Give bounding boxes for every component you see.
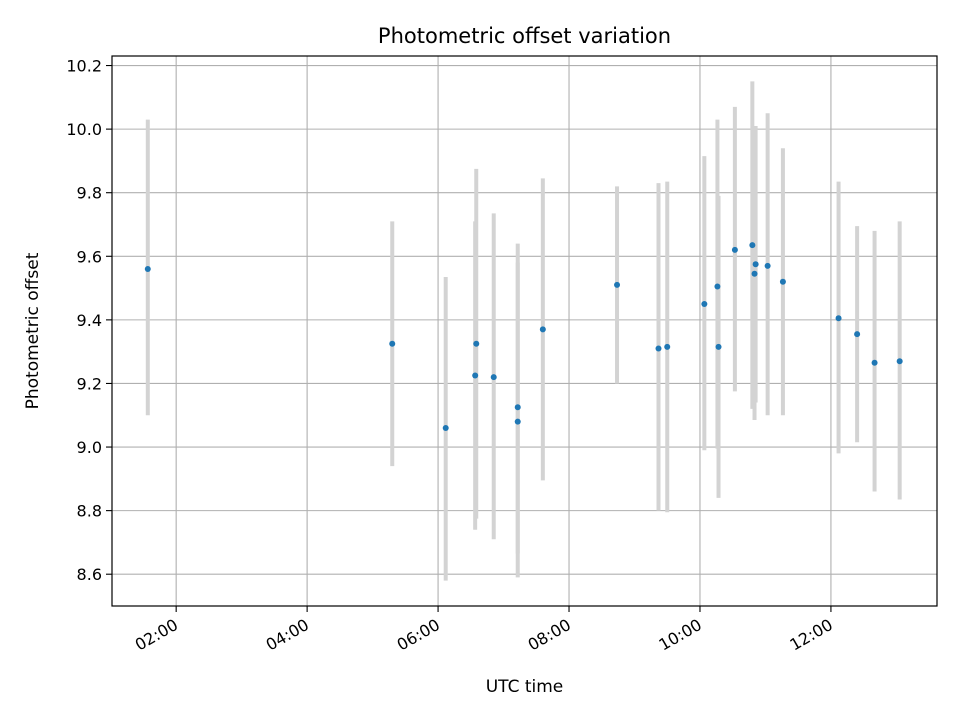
data-point <box>144 266 151 273</box>
data-point <box>701 300 708 307</box>
data-point <box>854 331 861 338</box>
chart-title: Photometric offset variation <box>378 24 671 48</box>
data-point <box>871 359 878 366</box>
data-point <box>472 372 479 379</box>
y-tick-label: 8.8 <box>77 502 102 521</box>
data-point <box>751 270 758 277</box>
y-tick-label: 8.6 <box>77 565 102 584</box>
data-point <box>514 418 521 425</box>
data-point <box>539 326 546 333</box>
data-point <box>752 261 759 268</box>
data-points <box>144 242 903 431</box>
data-point <box>442 424 449 431</box>
data-point <box>714 283 721 290</box>
plot-area-frame <box>111 55 938 607</box>
grid <box>112 56 937 606</box>
data-point <box>614 281 621 288</box>
data-point <box>473 340 480 347</box>
y-tick-label: 10.0 <box>66 120 102 139</box>
data-point <box>490 374 497 381</box>
data-point <box>835 315 842 322</box>
data-point <box>896 358 903 365</box>
data-point <box>655 345 662 352</box>
data-point <box>715 343 722 350</box>
y-tick-label: 10.2 <box>66 57 102 76</box>
y-tick-label: 9.4 <box>77 311 102 330</box>
y-tick-label: 9.8 <box>77 184 102 203</box>
y-tick-label: 9.0 <box>77 438 102 457</box>
data-point <box>514 404 521 411</box>
data-point <box>764 262 771 269</box>
data-point <box>664 343 671 350</box>
data-point <box>731 246 738 253</box>
x-axis-label: UTC time <box>486 677 564 697</box>
y-axis-ticks: 8.6 8.8 9.0 9.2 9.4 9.6 9.8 10.0 10.2 <box>66 57 112 584</box>
y-tick-label: 9.2 <box>77 374 102 393</box>
y-axis-label: Photometric offset <box>23 252 43 409</box>
data-point <box>389 340 396 347</box>
data-point <box>749 242 756 249</box>
data-point <box>779 278 786 285</box>
y-tick-label: 9.6 <box>77 247 102 266</box>
